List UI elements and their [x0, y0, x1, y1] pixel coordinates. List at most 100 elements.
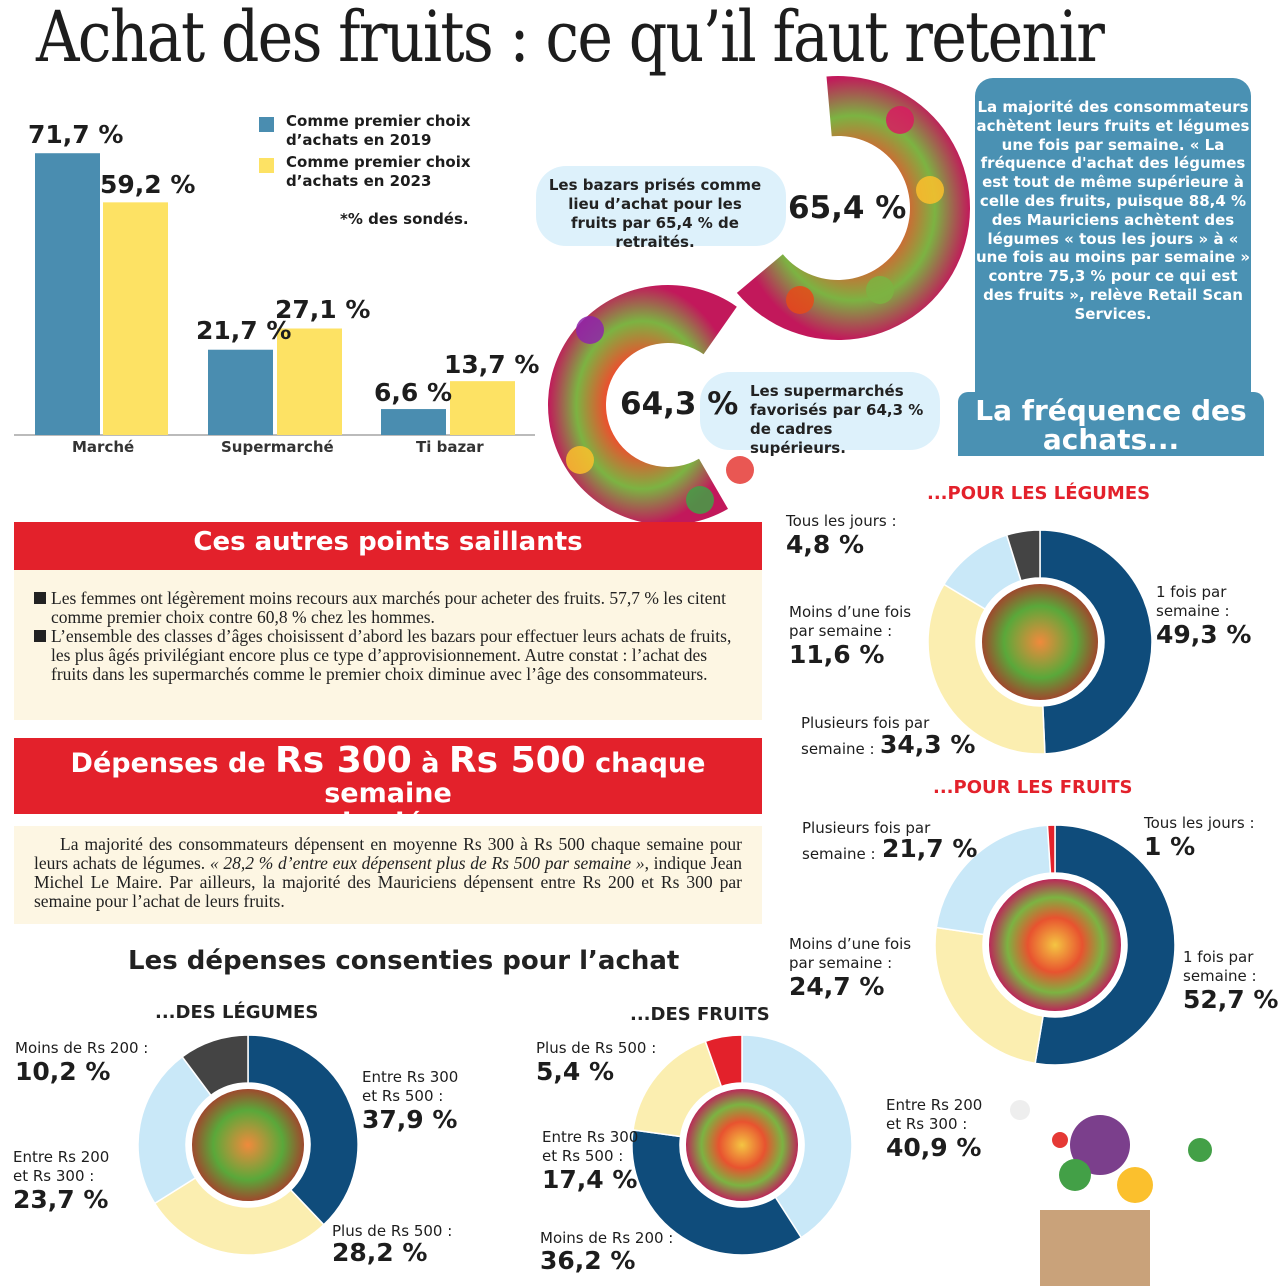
donut-slice — [1005, 529, 1041, 582]
donut-slice — [927, 583, 1046, 755]
fruit-icon — [786, 286, 814, 314]
slice-value: 49,3 % — [1156, 620, 1252, 649]
slice-label: 1 fois par semaine : — [1156, 583, 1230, 620]
slice-value: 28,2 % — [332, 1238, 428, 1267]
slice-label: Plus de Rs 500 : — [332, 1222, 453, 1240]
category-label: Supermarché — [221, 438, 334, 456]
bar-value-label: 21,7 % — [196, 316, 292, 345]
slice-label: Entre Rs 300 et Rs 500 : — [542, 1128, 639, 1165]
frequency-info-box: La majorité des consommateurs achètent l… — [975, 78, 1251, 408]
slice-value: 11,6 % — [789, 640, 885, 669]
point-item: Les femmes ont légèrement moins recours … — [34, 589, 742, 627]
bazars-bubble: Les bazars prisés comme lieu d’achat pou… — [536, 166, 786, 251]
slice-value: 10,2 % — [15, 1057, 111, 1086]
slice-value: 34,3 % — [880, 730, 976, 759]
legend-swatch-2019 — [259, 117, 274, 132]
bar-chart-note: *% des sondés. — [340, 210, 469, 228]
slice-label: Entre Rs 200 et Rs 300 : — [886, 1096, 983, 1133]
bullet-icon — [34, 630, 46, 642]
fruit-icon — [886, 106, 914, 134]
slice-label: Tous les jours : — [786, 512, 897, 530]
donut-slice — [934, 926, 1044, 1065]
point-item: L’ensemble des classes d’âges choisissen… — [34, 627, 742, 684]
depenses-title-part: Rs 300 — [275, 740, 412, 781]
bar-supermarché-1 — [277, 328, 342, 435]
bazars-value: 65,4 % — [788, 190, 907, 226]
slice-label: Entre Rs 200 et Rs 300 : — [13, 1148, 110, 1185]
slice-value: 40,9 % — [886, 1133, 982, 1162]
point-text: L’ensemble des classes d’âges choisissen… — [51, 626, 732, 684]
slice-label: Tous les jours : — [1144, 814, 1255, 832]
fruit-icon — [576, 316, 604, 344]
slice-label: Plusieurs fois par semaine : — [801, 714, 930, 758]
fruit-photo-ring-top — [736, 75, 971, 341]
vegetable-icon — [1117, 1167, 1153, 1203]
slice-label: Plusieurs fois par semaine : — [802, 819, 931, 863]
vegetable-icon — [1052, 1132, 1068, 1148]
paper-bag-icon — [1040, 1210, 1150, 1286]
paragraph-text: La majorité des consommateurs dépensent … — [34, 834, 742, 873]
slice-value: 23,7 % — [13, 1185, 109, 1214]
slice-value: 17,4 % — [542, 1165, 638, 1194]
slice-value: 21,7 % — [882, 834, 978, 863]
vegetable-icon — [1010, 1100, 1030, 1120]
fruit-icon — [726, 456, 754, 484]
donut-slice — [247, 1034, 359, 1226]
slice-label: Moins d’une fois par semaine : — [789, 603, 912, 640]
slice-value: 36,2 % — [540, 1246, 636, 1275]
slice-value: 4,8 % — [786, 530, 865, 559]
bar-supermarché-0 — [208, 349, 273, 435]
slice-value: 24,7 % — [789, 972, 885, 1001]
paragraph-quote: « 28,2 % d’entre eux dépensent plus de R… — [209, 853, 645, 873]
donut-slice — [631, 1129, 803, 1256]
donut-slice — [153, 1176, 325, 1256]
slice-value: 5,4 % — [536, 1057, 615, 1086]
slice-label: Moins de Rs 200 : — [540, 1229, 674, 1247]
slice-label: Entre Rs 300 et Rs 500 : — [362, 1068, 459, 1105]
supermarket-bubble: Les supermarchés favorisés par 64,3 % de… — [700, 372, 940, 457]
points-box: Les femmes ont légèrement moins recours … — [14, 570, 762, 720]
vegetable-icon — [1070, 1115, 1130, 1175]
donut-slice — [181, 1034, 249, 1097]
donut-slice — [1039, 529, 1153, 755]
slice-value: 1 % — [1144, 832, 1196, 861]
depenses-title-part: chaque semaine — [324, 748, 706, 809]
paragraph-text: , indique Jean Michel Le Maire. Par aill… — [34, 853, 742, 911]
vegetable-icon — [1188, 1138, 1212, 1162]
legend-label-2019: Comme premier choix d’achats en 2019 — [286, 112, 471, 149]
center-photo — [682, 1085, 802, 1205]
bar-value-label: 27,1 % — [275, 295, 371, 324]
legumes-frequency-title: ...POUR LES LÉGUMES — [927, 483, 1151, 504]
slice-value: 52,7 % — [1183, 985, 1279, 1014]
depenses-title-part: Rs 500 — [448, 740, 586, 781]
fruit-icon — [566, 446, 594, 474]
center-photo — [188, 1085, 308, 1205]
donut-slice — [741, 1034, 853, 1239]
category-label: Marché — [72, 438, 135, 456]
supermarket-value: 64,3 % — [620, 386, 739, 422]
slice-label: 1 fois par semaine : — [1183, 948, 1257, 985]
bar-value-label: 59,2 % — [100, 170, 196, 199]
bar-marché-0 — [35, 153, 100, 435]
point-text: Les femmes ont légèrement moins recours … — [51, 588, 726, 627]
category-label: Ti bazar — [416, 438, 484, 456]
bar-value-label: 13,7 % — [444, 350, 540, 379]
depenses-title-part: Dépenses de — [70, 748, 276, 779]
slice-label: Plus de Rs 500 : — [536, 1039, 657, 1057]
bar-ti-bazar-1 — [450, 381, 515, 435]
center-photo — [985, 875, 1125, 1015]
spend-section-title: Les dépenses consenties pour l’achat — [128, 946, 680, 976]
center-photo — [978, 580, 1102, 704]
depenses-title: Dépenses de Rs 300 à Rs 500 chaque semai… — [14, 738, 762, 839]
bullet-icon — [34, 592, 46, 604]
page-title: Achat des fruits : ce qu’il faut retenir — [36, 0, 1105, 78]
fruit-photo-ring-bottom — [548, 284, 737, 525]
fruits-spend-title: ...DES FRUITS — [630, 1004, 770, 1025]
bar-ti-bazar-0 — [381, 409, 446, 435]
donut-slice — [1046, 824, 1056, 874]
depenses-paragraph: La majorité des consommateurs dépensent … — [14, 826, 762, 924]
slice-label: Moins d’une fois par semaine : — [789, 935, 912, 972]
fruit-icon — [866, 276, 894, 304]
